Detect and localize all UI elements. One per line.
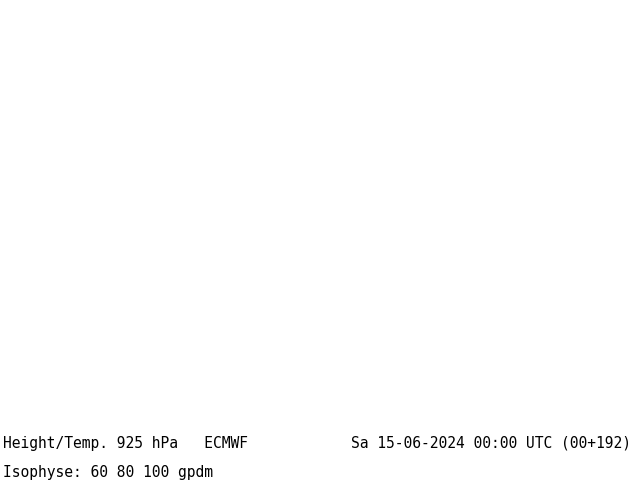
Text: Sa 15-06-2024 00:00 UTC (00+192): Sa 15-06-2024 00:00 UTC (00+192) — [351, 436, 631, 451]
Text: Height/Temp. 925 hPa   ECMWF: Height/Temp. 925 hPa ECMWF — [3, 436, 248, 451]
Text: Isophyse: 60 80 100 gpdm: Isophyse: 60 80 100 gpdm — [3, 465, 213, 480]
